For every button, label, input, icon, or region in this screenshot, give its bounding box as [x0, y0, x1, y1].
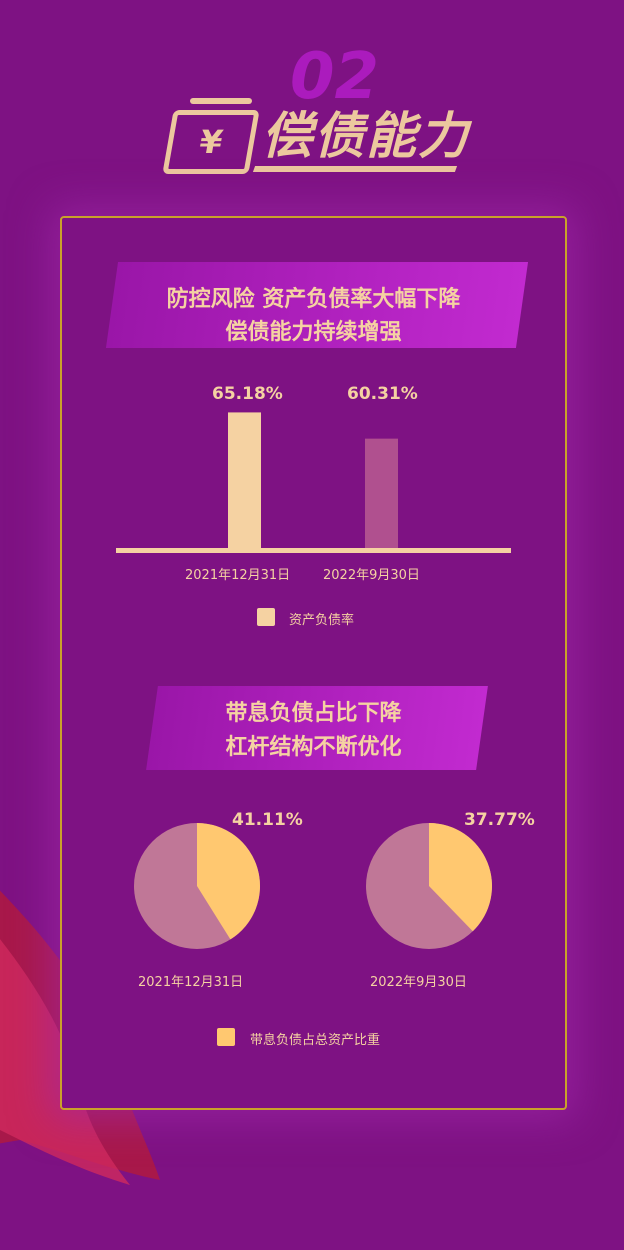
- pie-slice: [429, 823, 493, 932]
- pie-slice: [197, 823, 261, 940]
- legend-label: 资产负债率: [289, 613, 355, 628]
- yen-wallet-icon: ¥: [162, 110, 260, 174]
- legend-swatch: [257, 608, 275, 626]
- content-panel: 防控风险 资产负债率大幅下降 偿债能力持续增强 65.18% 60.31% 20…: [60, 216, 567, 1110]
- bar-chart: [116, 412, 511, 553]
- title-underline: [252, 166, 458, 172]
- pie-charts: [134, 823, 493, 949]
- section-number: 02: [290, 40, 380, 114]
- pie-data-label: 37.77%: [464, 810, 535, 830]
- page-title: 偿债能力: [262, 107, 470, 165]
- legend-label: 带息负债占总资产比重: [250, 1033, 381, 1048]
- section2-title-line1: 带息负债占比下降: [225, 701, 402, 726]
- pie-category: 2021年12月31日: [138, 975, 244, 990]
- bar-x-tick: 2021年12月31日: [185, 568, 291, 583]
- legend-swatch: [217, 1028, 235, 1046]
- wallet-lid: [190, 98, 252, 104]
- pie-data-label: 41.11%: [232, 810, 303, 830]
- bar-data-label: 60.31%: [347, 384, 418, 404]
- bar-data-label: 65.18%: [212, 384, 283, 404]
- bar: [228, 412, 261, 548]
- x-axis-baseline: [116, 548, 511, 553]
- section1-title-line2: 偿债能力持续增强: [225, 320, 402, 345]
- pie-category: 2022年9月30日: [370, 975, 467, 990]
- section2-title-line2: 杠杆结构不断优化: [225, 735, 402, 760]
- section1-title-line1: 防控风险 资产负债率大幅下降: [166, 287, 461, 312]
- bar: [365, 438, 398, 548]
- bar-x-tick: 2022年9月30日: [323, 568, 420, 583]
